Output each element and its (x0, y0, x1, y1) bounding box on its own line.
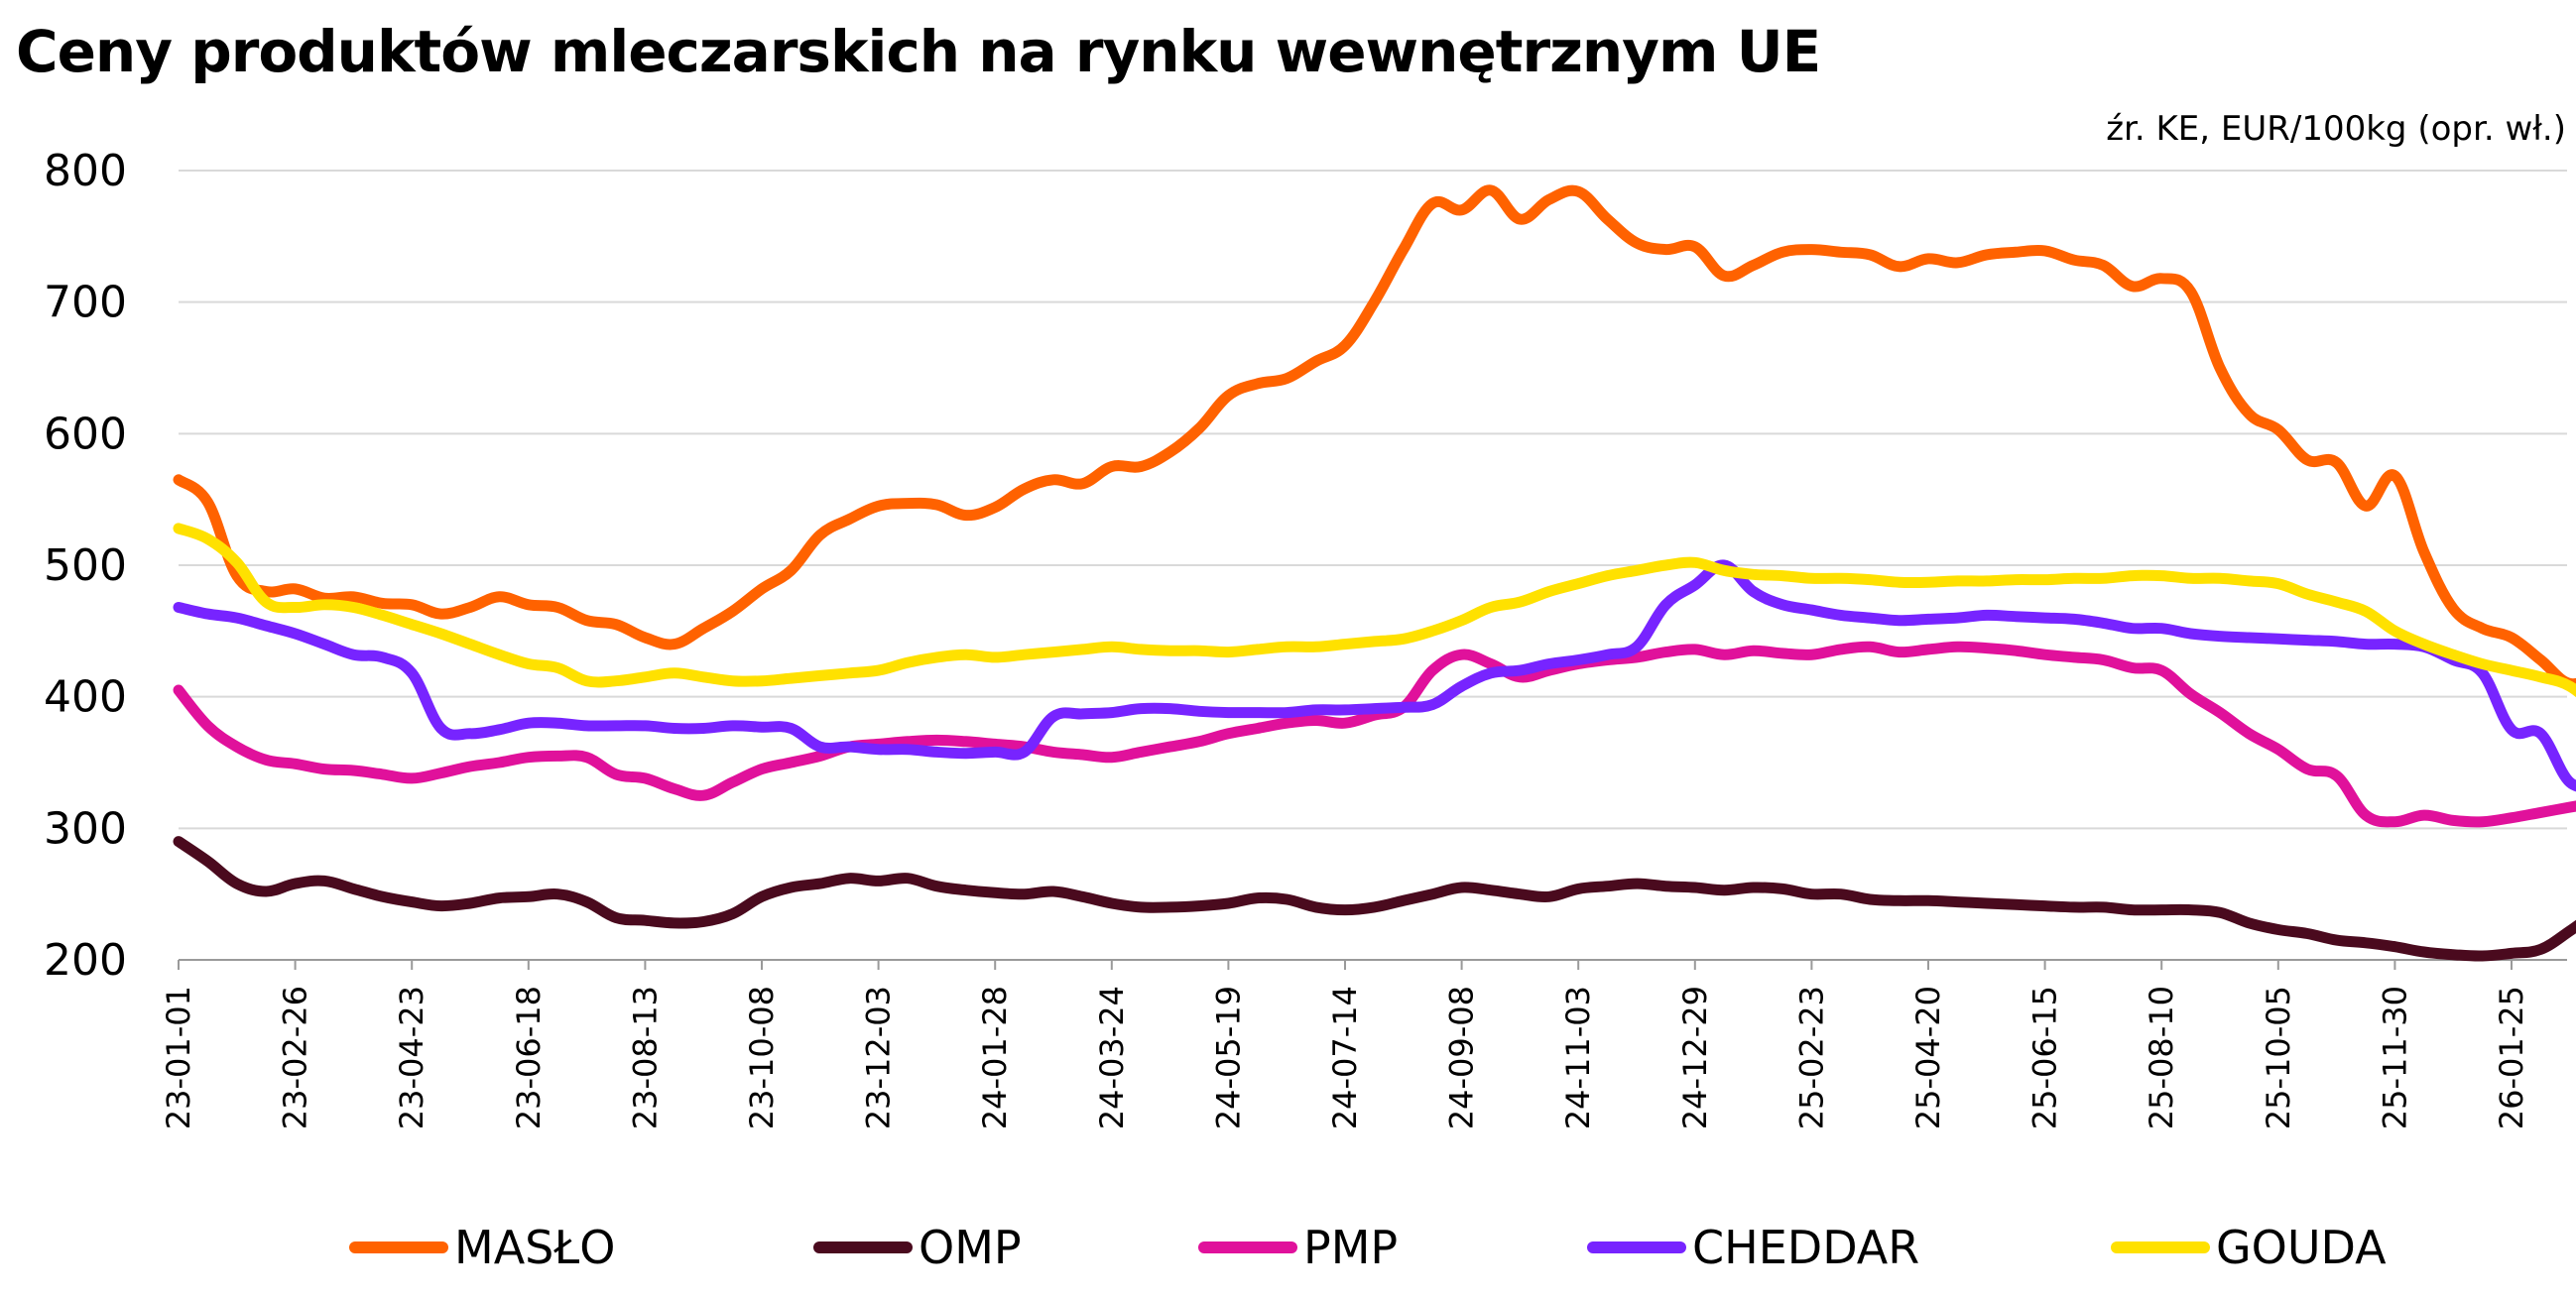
legend-label: OMP (919, 1221, 1022, 1274)
legend: MASŁO OMP PMP CHEDDAR GOUDA (0, 1208, 2576, 1287)
y-tick-label: 300 (44, 803, 127, 854)
x-tick-label: 24-11-03 (1559, 986, 1597, 1129)
x-tick-label: 26-01-25 (2493, 986, 2530, 1129)
x-tick-label: 24-05-19 (1209, 986, 1247, 1129)
series-line-omp (173, 836, 2576, 962)
y-axis: 200 300 400 500 600 700 800 (44, 146, 127, 986)
legend-label: MASŁO (454, 1221, 616, 1274)
x-tick-label: 23-02-26 (277, 986, 314, 1129)
x-tick-label: 25-06-15 (2026, 986, 2064, 1129)
x-tick-label: 25-10-05 (2260, 986, 2297, 1129)
legend-swatch (2111, 1241, 2210, 1253)
series-group (173, 184, 2576, 962)
y-tick-label: 200 (44, 935, 127, 986)
legend-item-omp: OMP (813, 1208, 1022, 1287)
grid-lines (179, 170, 2567, 961)
x-tick-label: 23-04-23 (393, 986, 430, 1129)
legend-item-pmp: PMP (1198, 1208, 1398, 1287)
legend-item-gouda: GOUDA (2111, 1208, 2387, 1287)
x-tick-label: 23-01-01 (160, 986, 197, 1129)
x-tick-label: 25-11-30 (2376, 986, 2413, 1129)
series-line-pmp (173, 641, 2576, 828)
x-tick-label: 24-07-14 (1326, 986, 1364, 1129)
y-tick-label: 500 (44, 540, 127, 591)
legend-swatch (813, 1241, 913, 1253)
series-line-gouda (173, 523, 2576, 698)
legend-item-cheddar: CHEDDAR (1587, 1208, 1919, 1287)
x-tick-label: 23-06-18 (510, 986, 548, 1129)
x-tick-label: 24-03-24 (1093, 986, 1131, 1129)
y-tick-label: 600 (44, 409, 127, 459)
x-tick-label: 24-09-08 (1443, 986, 1481, 1129)
y-tick-label: 700 (44, 278, 127, 328)
x-tick-label: 24-01-28 (976, 986, 1014, 1129)
y-tick-label: 400 (44, 672, 127, 723)
legend-label: GOUDA (2216, 1221, 2387, 1274)
legend-item-masło: MASŁO (349, 1208, 615, 1287)
legend-swatch (1198, 1241, 1297, 1253)
chart-title: Ceny produktów mleczarskich na rynku wew… (16, 18, 1821, 85)
x-tick-label: 23-08-13 (626, 986, 664, 1129)
x-tick-label: 25-02-23 (1792, 986, 1830, 1129)
series-line-masło (173, 184, 2576, 690)
legend-swatch (349, 1241, 448, 1253)
legend-label: CHEDDAR (1692, 1221, 1920, 1274)
x-tick-label: 24-12-29 (1676, 986, 1714, 1129)
source-note: źr. KE, EUR/100kg (opr. wł.) (2106, 109, 2566, 149)
x-tick-label: 23-12-03 (860, 986, 898, 1129)
legend-swatch (1587, 1241, 1686, 1253)
series-line-cheddar (173, 559, 2576, 792)
x-axis: 23-01-01 23-02-26 23-04-23 23-06-18 23-08-13… (160, 960, 2530, 1129)
x-tick-label: 25-04-20 (1909, 986, 1947, 1129)
legend-label: PMP (1303, 1221, 1399, 1274)
y-tick-label: 800 (44, 146, 127, 196)
x-tick-label: 25-08-10 (2143, 986, 2180, 1129)
x-tick-label: 23-10-08 (743, 986, 781, 1129)
